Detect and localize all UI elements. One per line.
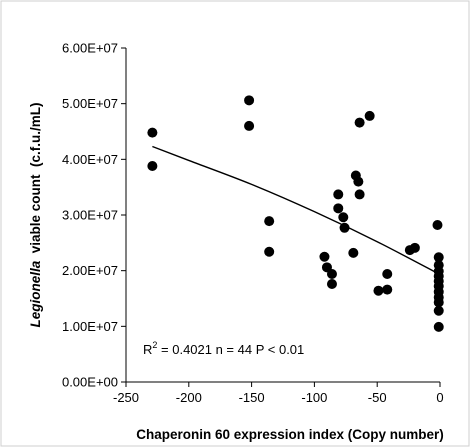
data-point: [339, 222, 350, 233]
x-tick-label: -50: [368, 390, 387, 405]
y-tick-label: 4.00E+07: [62, 152, 118, 167]
data-point: [244, 95, 255, 106]
y-axis-title: Legionella viable count (c.f.u./mL): [28, 102, 43, 327]
data-point: [333, 189, 344, 200]
y-tick-label: 6.00E+07: [62, 41, 118, 56]
y-tick-label: 3.00E+07: [62, 208, 118, 223]
data-point: [264, 216, 275, 227]
x-tick-label: -150: [239, 390, 265, 405]
data-point: [433, 305, 444, 316]
annotation-text: R2 = 0.4021 n = 44 P < 0.01: [143, 340, 304, 357]
data-point: [319, 251, 330, 262]
x-tick-label: 0: [436, 390, 443, 405]
data-point: [382, 284, 393, 295]
y-ticks: 0.00E+00 1.00E+07 2.00E+07 3.00E+07 4.00E+07…: [62, 41, 126, 390]
trendline-layer: [152, 145, 441, 276]
plot-area: [126, 48, 440, 382]
data-point: [147, 127, 158, 138]
data-point: [354, 189, 365, 200]
data-point: [338, 212, 349, 223]
r2-label: R: [143, 342, 152, 357]
data-point: [432, 220, 443, 231]
data-point: [244, 120, 255, 131]
data-point: [353, 176, 364, 187]
x-tick-label: -250: [113, 390, 139, 405]
y-tick-label: 0.00E+00: [62, 375, 118, 390]
y-tick-label: 2.00E+07: [62, 263, 118, 278]
data-point: [373, 285, 384, 296]
trendline: [152, 145, 441, 276]
data-point: [348, 247, 359, 258]
x-tick-label: -100: [301, 390, 327, 405]
data-point: [433, 321, 444, 332]
data-point: [433, 297, 444, 308]
data-point: [333, 203, 344, 214]
x-tick-label: -200: [176, 390, 202, 405]
annotation-stats: = 0.4021 n = 44 P < 0.01: [157, 342, 304, 357]
r2-superscript: 2: [152, 340, 157, 350]
y-axis-title-italic: Legionella: [28, 260, 43, 327]
y-tick-label: 1.00E+07: [62, 319, 118, 334]
data-point: [433, 252, 444, 263]
data-point: [382, 269, 393, 280]
data-point: [326, 269, 337, 280]
data-point: [409, 242, 420, 253]
points-layer: [147, 95, 444, 332]
data-point: [326, 279, 337, 290]
data-point: [354, 117, 365, 128]
data-point: [264, 246, 275, 257]
y-axis-title-rest: viable count (c.f.u./mL): [28, 102, 43, 260]
data-point: [147, 161, 158, 172]
x-axis-title: Chaperonin 60 expression index (Copy num…: [136, 427, 444, 442]
x-ticks: -250 -200 -150 -100 -50 0: [113, 382, 444, 405]
y-tick-label: 5.00E+07: [62, 96, 118, 111]
data-point: [364, 110, 375, 121]
